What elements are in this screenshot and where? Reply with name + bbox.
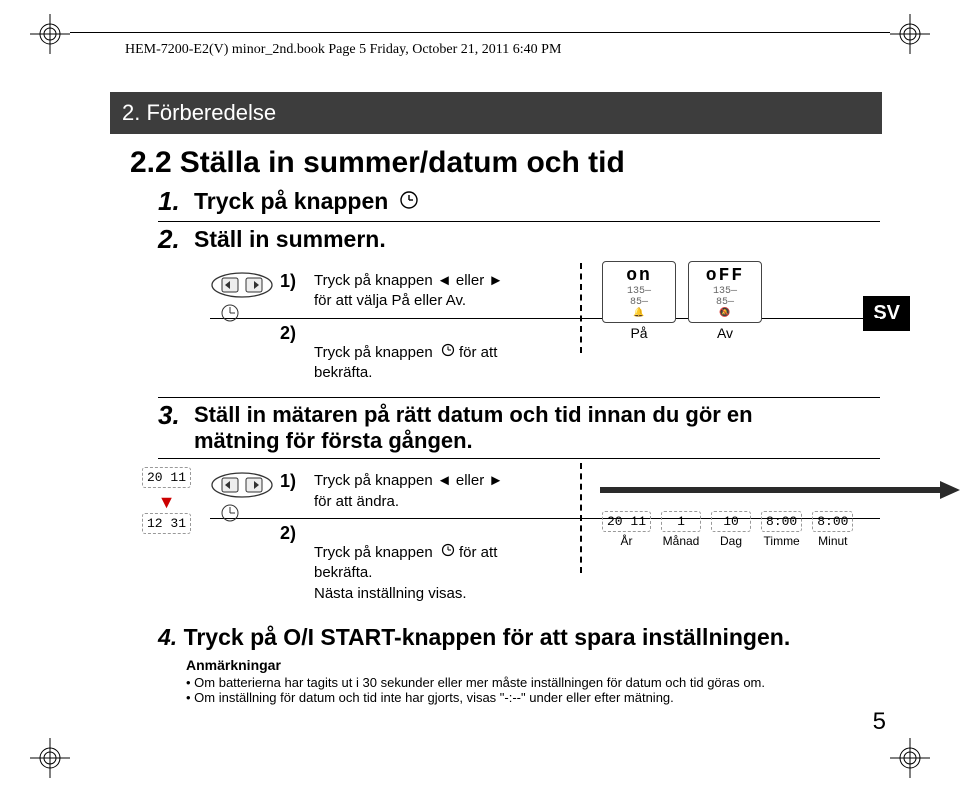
crop-mark-bl [30,738,70,778]
step-2-row: 2. Ställ in summern. [158,222,880,259]
page-content: 2.2Ställa in summer/datum och tid 1. Try… [130,146,880,705]
button-illustration [210,269,274,330]
section-title-band: 2. Förberedelse [110,92,882,134]
step-1-num: 1. [158,186,194,217]
clock-icon [441,343,455,363]
dashed-divider [580,463,582,573]
month-cell: 1Månad [661,511,701,548]
step-2-num: 2. [158,224,194,255]
step-1-row: 1. Tryck på knappen [158,184,880,222]
heading-2-2: 2.2Ställa in summer/datum och tid [130,146,880,180]
lcd-on: on 135—85— 🔔 På [602,261,676,341]
heading-text: Ställa in summer/datum och tid [180,146,625,179]
step-2-substeps: 1) Tryck på knappen ◄ eller ► för att vä… [210,267,880,389]
crop-mark-tl [30,14,70,54]
step-3-text: Ställ in mätaren på rätt datum och tid i… [194,400,834,454]
day-cell: 10Dag [711,511,751,548]
sub2-1-text: Tryck på knappen ◄ eller ► för att välja… [314,271,503,312]
sub3-2-num: 2) [280,523,314,544]
note-1: • Om batterierna har tagits ut i 30 seku… [186,675,880,690]
minute-cell: 8:00Minut [812,511,853,548]
sub3-2-text: Tryck på knappen för att bekräfta. Nästa… [314,523,497,604]
year-cell: 20 11År [602,511,651,548]
sub2-2-num: 2) [280,323,314,344]
heading-number: 2.2 [130,146,172,179]
button-illustration [210,469,274,530]
clock-icon [441,543,455,563]
page-number: 5 [873,708,886,736]
crop-mark-br [890,738,930,778]
hour-cell: 8:00Timme [761,511,802,548]
sub3-1-text: Tryck på knappen ◄ eller ► för att ändra… [314,471,503,512]
triangle-right-icon: ► [488,271,503,291]
crop-mark-tr [890,14,930,54]
step-3-row: 3. Ställ in mätaren på rätt datum och ti… [158,397,880,459]
sub2-line1: 1) Tryck på knappen ◄ eller ► för att vä… [210,267,880,319]
book-header-line: HEM-7200-E2(V) minor_2nd.book Page 5 Fri… [125,42,561,58]
date-time-row: 20 11År 1Månad 10Dag 8:00Timme 8:00Minut [602,511,853,548]
step-4-row: 4. Tryck på O/I START-knappen för att sp… [158,624,880,705]
sub2-line2: 2) Tryck på knappen för att bekräfta. [210,319,880,390]
step-2-text: Ställ in summern. [194,224,386,253]
step-3-num: 3. [158,400,194,431]
long-right-arrow-icon [600,479,960,506]
header-rule [70,32,890,33]
triangle-left-icon: ◄ [437,271,452,291]
clock-icon [399,189,419,216]
dashed-divider [580,263,582,353]
step-4-text: Tryck på O/I START-knappen för att spara… [184,624,791,650]
triangle-right-icon: ► [488,471,503,491]
sub3-1-num: 1) [280,471,314,492]
step-4-num: 4. [158,624,177,650]
note-2: • Om inställning för datum och tid inte … [186,690,880,705]
red-down-arrow-icon: ▼ [142,492,191,513]
lcd-on-label: På [602,325,676,341]
step-3-substeps: 20 11 ▼ 12 31 1) Tryck på knappen ◄ elle… [210,467,880,610]
step3-left-lcds: 20 11 ▼ 12 31 [142,467,191,534]
step-1-text: Tryck på knappen [194,186,419,216]
notes-heading: Anmärkningar [186,657,880,673]
sub2-1-num: 1) [280,271,314,292]
lcd-off-label: Av [688,325,762,341]
sub2-2-text: Tryck på knappen för att bekräfta. [314,323,497,384]
lcd-off: oFF 135—85— 🔕 Av [688,261,762,341]
triangle-left-icon: ◄ [437,471,452,491]
